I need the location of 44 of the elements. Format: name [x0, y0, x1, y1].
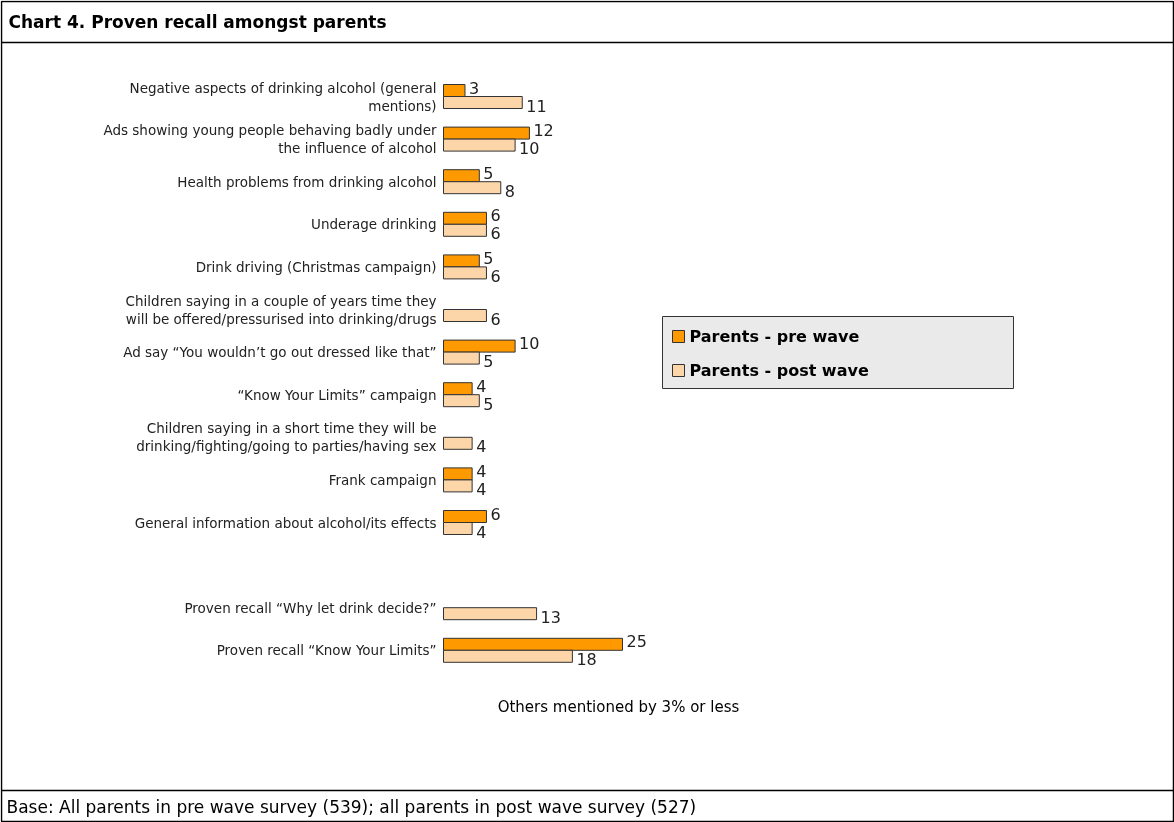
data-label: 4 [476, 522, 487, 542]
text: Base: All parents in pre wave survey (539); all parents in post wave survey (527) [6, 796, 697, 817]
data-label: 12 [533, 121, 554, 141]
data-label: 6 [490, 504, 501, 524]
data-label: 6 [490, 266, 501, 286]
data-label: 4 [476, 376, 487, 396]
bar [443, 607, 538, 621]
data-label: 8 [504, 181, 515, 201]
y-tick-label: Frank campaign [328, 471, 437, 488]
bar [443, 309, 487, 322]
data-label: 5 [483, 352, 494, 372]
data-label: 5 [483, 394, 494, 414]
data-label: 6 [490, 309, 501, 329]
y-tick-label: General information about alcohol/its effects [134, 514, 437, 531]
y-tick-label: “Know Your Limits” campaign [237, 386, 437, 403]
data-label: 5 [483, 248, 494, 268]
y-tick-label: Negative aspects of drinking alcohol (general mentions) [129, 79, 437, 114]
data-label: 4 [476, 461, 487, 481]
data-label: 4 [476, 479, 487, 499]
data-label: 10 [519, 139, 540, 159]
y-tick-label: Ad say “You wouldn’t go out dressed like that” [123, 344, 437, 361]
y-tick-label: Underage drinking [311, 216, 437, 233]
data-label: 6 [490, 224, 501, 244]
text: Chart 4. Proven recall amongst parents [8, 11, 387, 32]
y-tick-label: Health problems from drinking alcohol [177, 173, 437, 190]
legend-label: Parents - pre wave [689, 327, 860, 346]
data-label: 11 [526, 96, 547, 116]
y-tick-label: Children saying in a couple of years time they will be offered/pressurised into drinking/drugs [125, 292, 437, 327]
data-label: 13 [540, 607, 561, 627]
data-label: 4 [476, 437, 487, 457]
legend-label: Parents - post wave [689, 361, 869, 380]
y-tick-label: Proven recall “Why let drink decide?” [184, 599, 437, 616]
data-label: 18 [576, 650, 597, 670]
bar [443, 436, 473, 450]
data-label: 6 [490, 206, 501, 226]
data-label: 10 [519, 334, 540, 354]
y-tick-label: Ads showing young people behaving badly under the influence of alcohol [103, 122, 437, 157]
y-tick-label: Drink driving (Christmas campaign) [195, 258, 437, 275]
data-label: 5 [483, 163, 494, 183]
y-tick-label: Children saying in a short time they will be drinking/fighting/going to parties/having sex [136, 420, 437, 455]
data-label: 3 [468, 78, 480, 98]
y-tick-label: Proven recall “Know Your Limits” [216, 642, 437, 659]
data-label: 25 [626, 632, 647, 652]
text: Others mentioned by 3% or less [497, 697, 740, 716]
